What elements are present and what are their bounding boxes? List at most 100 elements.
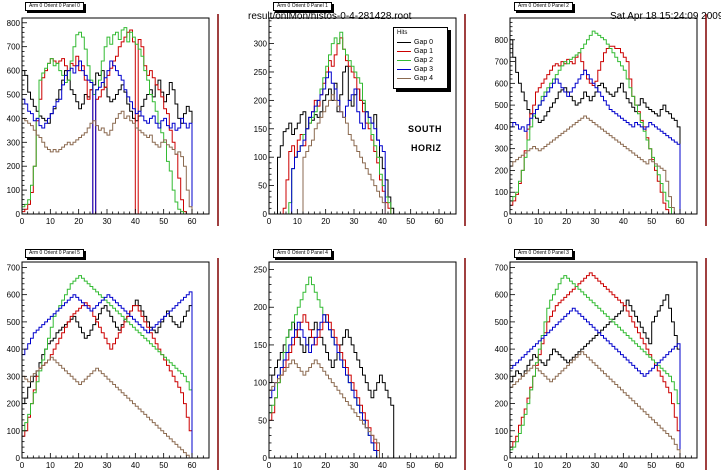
y-tick-label: 400 <box>495 345 509 354</box>
legend: Hits Gap 0 Gap 1 Gap 2 Gap 3 Gap 4 <box>393 27 448 89</box>
x-tick-label: 20 <box>562 217 571 226</box>
y-tick-label: 800 <box>495 36 509 45</box>
plot-frame <box>21 17 210 215</box>
plot-frame <box>509 17 698 215</box>
y-tick-label: 300 <box>7 138 21 147</box>
legend-entry: Gap 0 <box>397 38 445 47</box>
y-tick-label: 800 <box>7 19 21 28</box>
series-line <box>509 39 683 215</box>
legend-title: Hits <box>397 30 408 36</box>
y-tick-label: 200 <box>7 162 21 171</box>
y-tick-label: 0 <box>16 454 21 463</box>
annotation-south: SOUTH <box>408 124 442 134</box>
panel-title: Arm 0 Orient 0 Panel 0 <box>25 2 84 11</box>
annotation-horiz: HORIZ <box>411 143 442 153</box>
x-tick-label: 10 <box>46 461 55 470</box>
series-line <box>21 27 195 215</box>
y-tick-label: 150 <box>254 125 268 134</box>
y-tick-label: 100 <box>254 153 268 162</box>
series-line <box>21 110 195 215</box>
y-tick-label: 300 <box>495 145 509 154</box>
y-tick-label: 700 <box>495 58 509 67</box>
y-tick-label: 300 <box>254 40 268 49</box>
y-tick-label: 300 <box>7 372 21 381</box>
series-line <box>509 307 683 459</box>
panel-title: Arm 0 Orient 0 Panel 3 <box>514 249 573 258</box>
panel-title: Arm 0 Orient 0 Panel 2 <box>514 2 573 11</box>
y-tick-label: 200 <box>254 303 268 312</box>
y-tick-label: 400 <box>7 114 21 123</box>
x-tick-label: 10 <box>293 217 302 226</box>
y-tick-label: 0 <box>263 454 268 463</box>
y-tick-label: 150 <box>254 341 268 350</box>
x-tick-label: 40 <box>619 217 628 226</box>
file-name: result/onlMon/histos-0-4-281428.root <box>248 11 412 22</box>
x-tick-label: 20 <box>74 217 83 226</box>
y-tick-label: 50 <box>258 182 267 191</box>
x-tick-label: 0 <box>20 461 25 470</box>
x-tick-label: 40 <box>378 461 387 470</box>
x-tick-label: 20 <box>321 461 330 470</box>
y-tick-label: 100 <box>7 427 21 436</box>
y-tick-label: 600 <box>7 291 21 300</box>
x-tick-label: 40 <box>619 461 628 470</box>
y-tick-label: 250 <box>254 266 268 275</box>
series-line <box>509 275 683 459</box>
x-tick-label: 10 <box>534 461 543 470</box>
y-tick-label: 100 <box>495 427 509 436</box>
series-line <box>21 356 195 459</box>
panel-title: Arm 0 Orient 0 Panel 5 <box>25 249 84 258</box>
y-tick-label: 0 <box>16 210 21 219</box>
legend-entry: Gap 3 <box>397 65 445 74</box>
x-tick-label: 50 <box>159 461 168 470</box>
x-tick-label: 50 <box>406 217 415 226</box>
x-tick-label: 40 <box>131 461 140 470</box>
series-line <box>509 115 683 215</box>
x-tick-label: 50 <box>647 461 656 470</box>
x-tick-label: 30 <box>350 461 359 470</box>
x-tick-label: 60 <box>188 461 197 470</box>
x-tick-label: 0 <box>508 217 513 226</box>
y-tick-label: 0 <box>504 210 509 219</box>
x-tick-label: 20 <box>74 461 83 470</box>
x-tick-label: 50 <box>406 461 415 470</box>
series-line <box>509 351 683 459</box>
x-tick-label: 10 <box>293 461 302 470</box>
y-tick-label: 700 <box>7 263 21 272</box>
x-tick-label: 50 <box>647 217 656 226</box>
x-tick-label: 30 <box>591 217 600 226</box>
y-tick-label: 0 <box>504 454 509 463</box>
x-tick-label: 10 <box>46 217 55 226</box>
x-tick-label: 20 <box>321 217 330 226</box>
series-line <box>509 69 683 215</box>
y-tick-label: 300 <box>495 372 509 381</box>
y-tick-label: 500 <box>495 101 509 110</box>
x-tick-label: 20 <box>562 461 571 470</box>
x-tick-label: 60 <box>435 217 444 226</box>
y-tick-label: 200 <box>7 400 21 409</box>
x-tick-label: 60 <box>435 461 444 470</box>
y-tick-label: 600 <box>7 67 21 76</box>
y-tick-label: 100 <box>7 186 21 195</box>
y-tick-label: 100 <box>495 188 509 197</box>
y-tick-label: 600 <box>495 79 509 88</box>
x-tick-label: 40 <box>378 217 387 226</box>
x-tick-label: 60 <box>676 217 685 226</box>
x-tick-label: 0 <box>267 461 272 470</box>
series-line <box>21 60 195 215</box>
x-tick-label: 10 <box>534 217 543 226</box>
y-tick-label: 500 <box>495 318 509 327</box>
timestamp: Sat Apr 18 15:24:09 2009 <box>610 11 721 22</box>
y-tick-label: 250 <box>254 68 268 77</box>
y-tick-label: 50 <box>258 416 267 425</box>
x-tick-label: 60 <box>188 217 197 226</box>
legend-entry: Gap 4 <box>397 74 445 83</box>
x-tick-label: 40 <box>131 217 140 226</box>
x-tick-label: 30 <box>103 461 112 470</box>
